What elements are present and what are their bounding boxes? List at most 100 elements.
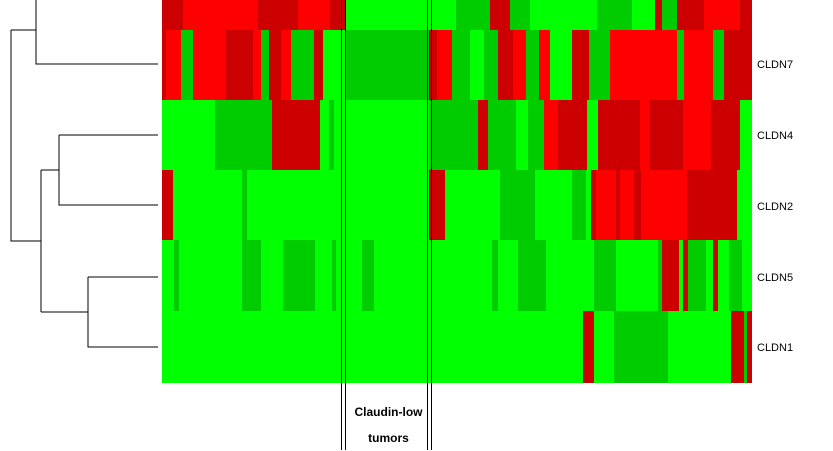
heatmap-cell (345, 0, 456, 30)
heatmap-cell (668, 311, 731, 383)
heatmap-cell (718, 240, 729, 311)
heatmap-cell (162, 170, 173, 240)
heatmap-cell (332, 240, 336, 311)
heatmap-cell (589, 30, 610, 100)
heatmap-cell (616, 170, 620, 240)
heatmap-cell (261, 30, 269, 100)
heatmap-cell (162, 100, 215, 170)
heatmap-cell (558, 100, 587, 170)
row-dendrogram (10, 0, 158, 348)
heatmap-cell (510, 0, 530, 30)
heatmap-cell (334, 100, 429, 170)
heatmap-cell (729, 240, 742, 311)
heatmap-cell (242, 240, 261, 311)
heatmap-cell (179, 240, 242, 311)
heatmap-cell (253, 30, 261, 100)
heatmap-cell (498, 30, 513, 100)
heatmap-cell (516, 100, 528, 170)
heatmap-cell (632, 0, 655, 30)
heatmap-cell (731, 311, 744, 383)
heatmap-cell (713, 240, 718, 311)
heatmap-cell (616, 240, 658, 311)
heatmap-cell (740, 100, 752, 170)
heatmap-cell (724, 30, 741, 100)
heatmap-cell (315, 240, 332, 311)
heatmap-cell (587, 100, 598, 170)
heatmap-cell (597, 0, 632, 30)
heatmap-cell (518, 240, 546, 311)
heatmap-cell (173, 170, 242, 240)
dendro-branch-root (10, 30, 41, 242)
heatmap-cell (298, 0, 330, 30)
dendro-branch-4-2 (58, 134, 158, 206)
group-bracket-right-outer (431, 0, 432, 450)
heatmap-cell (492, 240, 498, 311)
heatmap-cell (261, 240, 283, 311)
heatmap-cell (283, 240, 315, 311)
heatmap-cell (429, 170, 445, 240)
heatmap-cell (242, 170, 247, 240)
heatmap-cell (744, 311, 747, 383)
gene-label-cldn5: CLDN5 (757, 272, 794, 284)
heatmap-cell (596, 170, 616, 240)
heatmap-cell (528, 100, 544, 170)
heatmap-cell (490, 0, 510, 30)
group-label-line1: Claudin-low (354, 405, 423, 419)
heatmap-cell (598, 100, 640, 170)
heatmap-cell (281, 30, 291, 100)
gene-label-cldn7: CLDN7 (757, 59, 794, 71)
heatmap-cell (688, 240, 706, 311)
heatmap-cell (687, 170, 737, 240)
heatmap-cell (603, 240, 616, 311)
heatmap-cell (452, 30, 470, 100)
dendro-branch-7-cluster (35, 0, 158, 65)
heatmap-cell (174, 240, 179, 311)
heatmap-cell (445, 170, 456, 240)
heatmap-cell (329, 100, 334, 170)
heatmap-cell (572, 170, 586, 240)
gene-label-cldn1: CLDN1 (757, 342, 794, 354)
heatmap-cell (641, 170, 687, 240)
heatmap-cell (183, 0, 258, 30)
heatmap-cell (513, 30, 526, 100)
heatmap-cell (639, 30, 677, 100)
heatmap-cell (677, 0, 704, 30)
heatmap-cell (272, 100, 320, 170)
group-bracket-left-inner (345, 0, 346, 450)
heatmap-cell (684, 30, 713, 100)
heatmap-cell (269, 30, 281, 100)
heatmap-cell (362, 240, 374, 311)
heatmap-cell (544, 100, 558, 170)
heatmap-cell (650, 100, 683, 170)
heatmap-cell (247, 170, 429, 240)
heatmap-cell (683, 100, 711, 170)
heatmap-cell (546, 240, 594, 311)
heatmap-cell (500, 170, 535, 240)
heatmap-cell (320, 100, 329, 170)
heatmap-cell (429, 30, 437, 100)
heatmap-cell (181, 30, 193, 100)
heatmap-cell (336, 240, 362, 311)
heatmap-cell (470, 30, 484, 100)
gene-label-cldn2: CLDN2 (757, 201, 794, 213)
heatmap-cell (658, 240, 662, 311)
heatmap-cell (166, 30, 181, 100)
heatmap-cell (586, 170, 591, 240)
heatmap-cell (535, 170, 572, 240)
heatmap-cell (478, 100, 488, 170)
heatmap-cell (429, 240, 492, 311)
heatmap-cell (745, 170, 752, 240)
heatmap-cell (704, 0, 740, 30)
dendro-branch-5-1 (87, 276, 158, 348)
heatmap-cell (539, 30, 550, 100)
heatmap-cell (384, 30, 429, 100)
heatmap-cell (747, 311, 752, 383)
heatmap-cell (741, 30, 752, 100)
group-label-line2: tumors (368, 431, 409, 445)
heatmap-cell (162, 240, 174, 311)
heatmap-cell (677, 30, 684, 100)
heatmap-cell (614, 311, 668, 383)
heatmap-cell (456, 0, 490, 30)
group-label: Claudin-low tumors (341, 399, 436, 451)
heatmap-cell (437, 30, 452, 100)
